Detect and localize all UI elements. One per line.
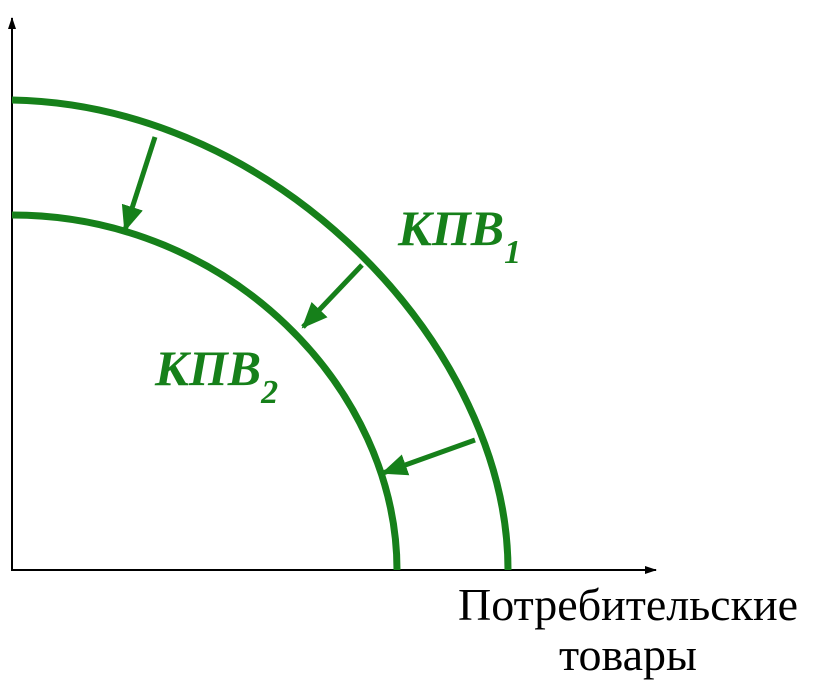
shift-arrow [301,263,364,329]
shift-arrow [381,437,476,476]
label-text: КПВ [154,340,261,396]
curve-label: КПВ2 [154,340,278,411]
label-subscript: 1 [504,234,521,271]
curve-label: КПВ1 [397,200,521,271]
shift-arrow [121,136,158,232]
label-text: КПВ [397,200,504,256]
x-axis-label: товары [559,629,697,680]
label-subscript: 2 [260,374,278,411]
curve-inner [11,211,401,571]
x-axis-label: Потребительские [458,579,798,630]
curve-outer [11,96,512,571]
